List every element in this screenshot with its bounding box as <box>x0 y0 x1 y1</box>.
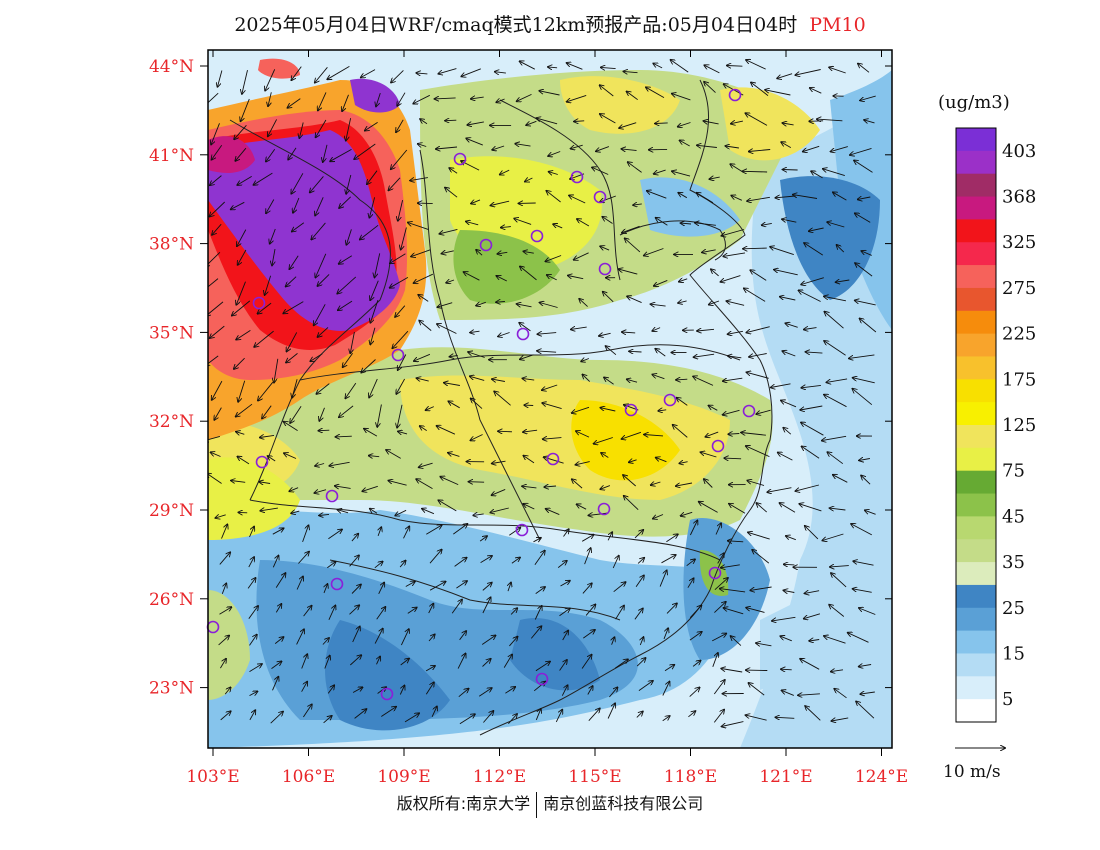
title-main: 2025年05月04日WRF/cmaq模式12km预报产品:05月04日04时 <box>234 14 798 36</box>
legend-swatch <box>956 630 996 654</box>
lat-label: 44°N <box>149 57 194 77</box>
legend-swatch <box>956 699 996 723</box>
lat-label: 32°N <box>149 412 194 432</box>
city-marker <box>570 170 584 184</box>
lon-label: 109°E <box>377 767 430 787</box>
city-marker <box>711 439 725 453</box>
lat-label: 35°N <box>149 323 194 343</box>
city-marker <box>624 403 638 417</box>
legend-level-label: 175 <box>1002 369 1036 390</box>
legend-swatch <box>956 128 996 152</box>
lon-label: 121°E <box>759 767 812 787</box>
city-marker <box>546 452 560 466</box>
legend-swatch <box>956 265 996 289</box>
city-marker <box>252 296 266 310</box>
city-marker <box>593 190 607 204</box>
legend-level-label: 5 <box>1002 689 1013 710</box>
legend-level-label: 45 <box>1002 506 1025 527</box>
lat-label: 41°N <box>149 146 194 166</box>
legend-level-label: 75 <box>1002 461 1025 482</box>
legend-swatch <box>956 493 996 517</box>
legend-level-label: 125 <box>1002 415 1036 436</box>
legend-swatch <box>956 607 996 632</box>
legend-swatch <box>956 676 996 700</box>
lat-label: 29°N <box>149 501 194 521</box>
city-marker <box>479 238 493 252</box>
legend-level-label: 275 <box>1002 278 1036 299</box>
city-marker <box>325 489 339 503</box>
lat-label: 38°N <box>149 235 194 255</box>
city-marker <box>391 348 405 362</box>
city-marker <box>535 672 549 686</box>
lat-label: 26°N <box>149 590 194 610</box>
city-marker <box>598 262 612 276</box>
legend-swatch <box>956 653 996 677</box>
city-marker <box>516 327 530 341</box>
city-marker <box>255 455 269 469</box>
legend-swatch <box>956 516 996 540</box>
pollutant-name: PM10 <box>809 14 866 36</box>
legend-swatch <box>956 356 996 380</box>
city-marker <box>728 88 742 102</box>
legend-swatch <box>956 196 996 220</box>
wind-vectors <box>208 60 877 727</box>
lon-label: 124°E <box>855 767 908 787</box>
legend-swatch <box>956 425 996 449</box>
map-frame <box>207 49 893 749</box>
legend-swatch <box>956 333 996 357</box>
legend-level-label: 325 <box>1002 232 1036 253</box>
legend-swatch <box>956 470 996 495</box>
city-marker <box>742 404 756 418</box>
legend-unit: (ug/m3) <box>938 92 1010 113</box>
lon-label: 112°E <box>473 767 526 787</box>
legend-swatch <box>956 287 996 312</box>
legend-swatch <box>956 447 996 472</box>
lon-labels: 103°E 106°E 109°E 112°E 115°E 118°E 121°E 124°E <box>186 767 908 787</box>
city-marker <box>515 523 529 537</box>
wind-ref-label: 10 m/s <box>943 762 1001 782</box>
legend-swatch <box>956 584 996 609</box>
legend-level-label: 368 <box>1002 187 1036 208</box>
city-marker <box>453 152 467 166</box>
legend-swatch <box>956 310 996 335</box>
legend-level-label: 35 <box>1002 552 1025 573</box>
lat-labels: 44°N 41°N 38°N 35°N 32°N 29°N 26°N 23°N <box>149 57 194 699</box>
map-title: 2025年05月04日WRF/cmaq模式12km预报产品:05月04日04时 P… <box>0 10 1100 37</box>
legend-swatch <box>956 379 996 403</box>
city-marker <box>708 566 722 580</box>
legend-level-label: 15 <box>1002 643 1025 664</box>
legend-swatch <box>956 242 996 266</box>
legend-level-label: 225 <box>1002 324 1036 345</box>
city-marker <box>330 577 344 591</box>
copyright-left: 版权所有:南京大学 <box>396 794 531 813</box>
lon-label: 103°E <box>186 767 239 787</box>
legend-swatch <box>956 173 996 198</box>
city-marker <box>530 229 544 243</box>
boundaries <box>229 79 773 736</box>
lon-label: 115°E <box>568 767 621 787</box>
legend-level-label: 25 <box>1002 598 1025 619</box>
concentration-field <box>208 50 892 748</box>
copyright-right: 南京创蓝科技有限公司 <box>543 794 704 813</box>
copyright: 版权所有:南京大学 南京创蓝科技有限公司 <box>0 790 1100 818</box>
color-legend: 403 368 325 275 225 175 125 75 45 35 25 15 5 <box>955 127 1036 723</box>
legend-swatch <box>956 562 996 586</box>
lon-label: 106°E <box>282 767 335 787</box>
lon-label: 118°E <box>664 767 717 787</box>
legend-swatch <box>956 402 996 426</box>
legend-level-label: 403 <box>1002 141 1036 162</box>
lat-label: 23°N <box>149 679 194 699</box>
city-markers <box>206 88 756 701</box>
axis-ticks <box>200 50 892 756</box>
legend-swatch <box>956 150 996 175</box>
legend-swatch <box>956 219 996 243</box>
legend-swatch <box>956 539 996 563</box>
city-marker <box>380 687 394 701</box>
city-marker <box>663 393 677 407</box>
city-marker <box>597 502 611 516</box>
